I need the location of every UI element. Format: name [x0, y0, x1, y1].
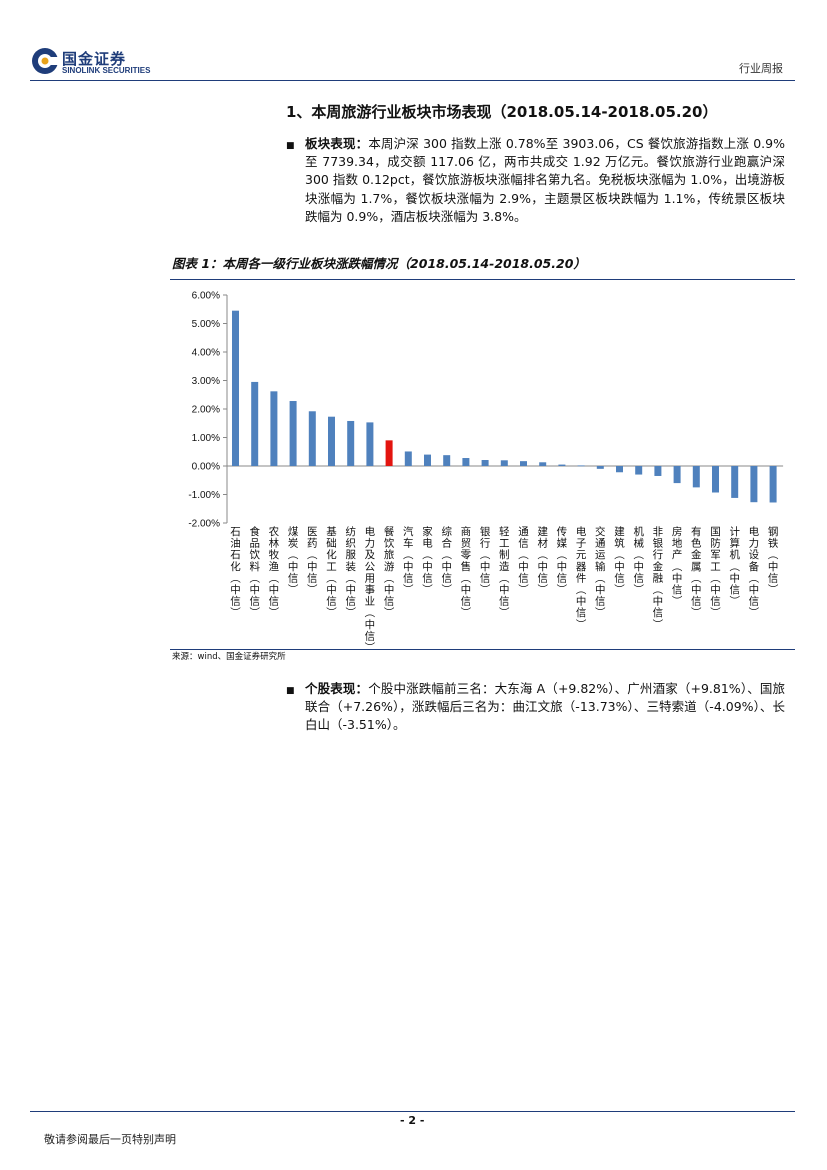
bar: [481, 460, 489, 466]
bar: [424, 454, 431, 466]
para1-text: 本周沪深 300 指数上涨 0.78%至 3903.06，CS 餐饮旅游指数上涨…: [305, 136, 785, 224]
x-category-label: 银行︵中信︶: [480, 525, 491, 596]
x-category-label: 农林牧渔︵中信︶: [269, 525, 280, 619]
x-category-label: 基础化工︵中信︶: [326, 525, 337, 619]
stock-performance-paragraph: 个股表现：个股中涨跌幅前三名：大东海 A（+9.82%）、广州酒家（+9.81%…: [305, 680, 785, 735]
company-logo: 国金证券 SINOLINK SECURITIES: [30, 46, 160, 80]
bar: [673, 466, 681, 484]
logo-mark-icon: [32, 48, 58, 74]
para2-label: 个股表现：: [305, 681, 369, 696]
bar: [232, 310, 239, 466]
figure-caption: 图表 1：本周各一级行业板块涨跌幅情况（2018.05.14-2018.05.2…: [172, 256, 586, 271]
y-tick-label: -2.00%: [188, 519, 220, 530]
x-category-label: 传媒︵中信︶: [557, 526, 568, 596]
x-category-label: 电力设备︵中信︶: [749, 525, 760, 619]
bar: [635, 466, 643, 475]
x-category-label: 电力及公用事业︵中信︶: [365, 525, 376, 648]
bullet-square-icon: ■: [286, 686, 295, 696]
bar: [654, 466, 662, 476]
header-divider: [30, 80, 795, 81]
figure-source: 来源：wind、国金证券研究所: [172, 652, 286, 662]
para2-text: 个股中涨跌幅前三名：大东海 A（+9.82%）、广州酒家（+9.81%）、国旅联…: [305, 681, 785, 733]
bar: [462, 458, 470, 466]
bar: [328, 416, 335, 466]
y-tick-label: -1.00%: [188, 490, 220, 501]
bar: [692, 466, 700, 488]
bar: [539, 462, 547, 466]
sector-return-bar-chart: 6.00% 5.00% 4.00% 3.00% 2.00% 1.00% 0.00% -1.00…: [188, 291, 784, 648]
bar: [596, 466, 604, 469]
bar: [712, 466, 719, 493]
x-category-label: 纺织服装︵中信︶: [345, 525, 356, 619]
y-tick-label: 5.00%: [192, 319, 220, 330]
bar: [616, 466, 623, 473]
x-category-label: 家电︵中信︶: [422, 525, 433, 596]
y-tick-label: 6.00%: [192, 291, 220, 302]
bar: [251, 381, 259, 466]
x-category-label: 计算机︵中信︶: [729, 525, 740, 608]
page-number: - 2 -: [400, 1114, 425, 1127]
x-category-label: 医药︵中信︶: [307, 526, 318, 596]
y-tick-label: 3.00%: [192, 376, 220, 387]
bar: [366, 422, 374, 466]
x-category-label: 电子元器件︵中信︶: [576, 525, 587, 631]
para1-label: 板块表现：: [305, 136, 369, 151]
x-category-label: 石油石化︵中信︶: [230, 526, 241, 619]
bar: [520, 461, 527, 466]
y-tick-label: 1.00%: [192, 433, 220, 444]
x-category-label: 煤炭︵中信︶: [288, 525, 299, 596]
footer-disclaimer: 敬请参阅最后一页特别声明: [44, 1133, 176, 1146]
x-category-label: 国防军工︵中信︶: [710, 526, 721, 619]
logo-text-cn: 国金证券: [62, 50, 127, 68]
y-tick-label: 0.00%: [192, 462, 220, 473]
bar: [443, 455, 451, 466]
bar: [308, 411, 316, 466]
bar: [404, 451, 412, 466]
x-category-label: 建筑︵中信︶: [614, 525, 625, 596]
bar: [270, 391, 278, 466]
logo-text-en: SINOLINK SECURITIES: [62, 66, 151, 75]
y-tick-label: 4.00%: [192, 348, 220, 359]
x-category-label: 非银行金融︵中信︶: [653, 526, 664, 631]
x-category-label: 商贸零售︵中信︶: [461, 525, 472, 619]
x-category-label: 建材︵中信︶: [537, 525, 548, 596]
bar: [731, 466, 739, 498]
figure-top-rule: [170, 279, 795, 280]
doc-type-label: 行业周报: [739, 62, 783, 75]
bar: [385, 440, 393, 466]
bar: [347, 420, 355, 466]
x-category-label: 钢铁︵中信︶: [768, 525, 779, 596]
x-category-label: 食品饮料︵中信︶: [249, 525, 260, 619]
bar: [750, 466, 758, 503]
bullet-square-icon: ■: [286, 141, 295, 151]
section-title: 1、本周旅游行业板块市场表现（2018.05.14-2018.05.20）: [286, 103, 718, 121]
sector-performance-paragraph: 板块表现：本周沪深 300 指数上涨 0.78%至 3903.06，CS 餐饮旅…: [305, 135, 785, 226]
bar: [289, 401, 297, 466]
x-category-label: 通信︵中信︶: [518, 526, 529, 596]
footer-divider: [30, 1111, 795, 1112]
bar: [769, 466, 777, 503]
bar: [577, 465, 585, 467]
figure-bottom-rule: [170, 649, 795, 650]
x-category-label: 交通运输︵中信︶: [595, 525, 606, 619]
y-tick-label: 2.00%: [192, 405, 220, 416]
x-category-label: 餐饮旅游︵中信︶: [384, 525, 395, 619]
x-category-label: 综合︵中信︶: [441, 525, 452, 596]
x-category-label: 机械︵中信︶: [633, 525, 644, 596]
bar: [500, 460, 508, 466]
x-category-label: 轻工制造︵中信︶: [499, 525, 510, 619]
bar: [558, 464, 566, 466]
x-category-label: 汽车︵中信︶: [403, 525, 414, 596]
x-category-label: 房地产︵中信︶: [672, 525, 683, 608]
x-category-label: 有色金属︵中信︶: [691, 525, 702, 619]
